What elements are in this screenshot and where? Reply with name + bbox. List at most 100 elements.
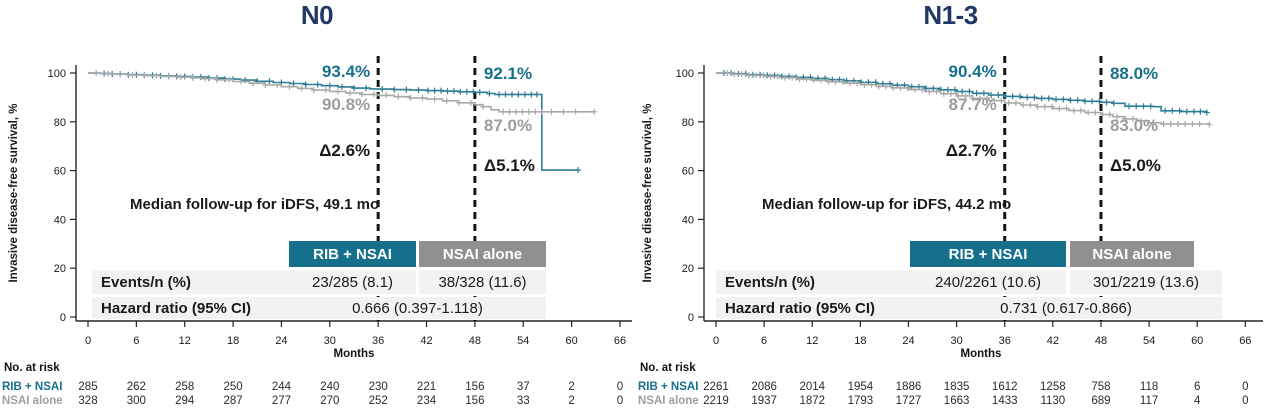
- censor-mark: [1160, 121, 1167, 127]
- censor-mark: [745, 72, 752, 79]
- censor-mark: [868, 81, 875, 88]
- censor-mark: [455, 99, 462, 106]
- at-risk-value: 234: [417, 395, 437, 407]
- censor-mark: [486, 90, 493, 97]
- at-risk-value: 689: [1091, 395, 1110, 407]
- panel-title-n0: N0: [300, 0, 334, 30]
- censor-mark: [1070, 107, 1077, 114]
- censor-mark: [789, 74, 796, 81]
- censor-mark: [1147, 103, 1154, 110]
- delta-48mo: Δ5.0%: [1110, 156, 1161, 175]
- censor-mark: [1085, 109, 1092, 116]
- censor-mark: [1169, 107, 1176, 114]
- censor-mark: [515, 91, 522, 98]
- at-risk-value: 221: [417, 381, 436, 393]
- at-risk-arm-rib-nsai: RIB + NSAI: [2, 381, 63, 393]
- at-risk-value: 294: [175, 395, 195, 407]
- censor-mark: [1089, 98, 1096, 105]
- censor-mark: [1092, 109, 1099, 116]
- at-risk-value: 117: [1140, 395, 1158, 407]
- at-risk-value: 2086: [751, 381, 777, 393]
- at-risk-value: 230: [369, 381, 388, 393]
- y-tick-label: 80: [682, 117, 694, 129]
- censor-mark: [1182, 121, 1189, 127]
- y-tick-label: 100: [676, 68, 694, 80]
- censor-mark: [774, 73, 781, 80]
- y-tick-label: 20: [682, 263, 694, 275]
- rate-48mo-rib-nsai: 92.1%: [484, 64, 532, 83]
- censor-mark: [165, 73, 172, 80]
- hazard-ratio-value: 0.666 (0.397-1.118): [289, 297, 546, 319]
- rate-36mo-rib-nsai: 90.4%: [949, 62, 997, 81]
- censor-mark: [940, 90, 947, 97]
- censor-mark: [274, 82, 281, 88]
- censor-mark: [250, 80, 257, 87]
- censor-mark: [457, 88, 464, 95]
- censor-mark: [431, 87, 438, 94]
- censor-mark: [302, 81, 309, 88]
- censor-mark: [973, 90, 980, 97]
- x-tick-label: 36: [372, 335, 384, 347]
- censor-mark: [1162, 107, 1169, 114]
- censor-mark: [290, 80, 297, 87]
- rate-48mo-rib-nsai: 88.0%: [1110, 64, 1158, 83]
- x-tick-label: 18: [854, 335, 866, 347]
- at-risk-value: 1835: [944, 381, 970, 393]
- censor-mark: [1024, 94, 1031, 101]
- x-tick-label: 66: [614, 335, 626, 347]
- censor-mark: [1138, 117, 1145, 124]
- at-risk-value: 2261: [703, 381, 729, 393]
- x-tick-label: 60: [1191, 335, 1203, 347]
- y-tick-label: 60: [54, 166, 66, 178]
- censor-mark: [933, 88, 940, 95]
- at-risk-value: 258: [175, 381, 194, 393]
- censor-mark: [419, 94, 426, 101]
- censor-mark: [962, 92, 969, 99]
- censor-mark: [1191, 108, 1197, 115]
- censor-mark: [966, 88, 973, 95]
- table-header-rib-nsai: RIB + NSAI: [289, 241, 416, 267]
- y-tick-label: 0: [60, 312, 66, 324]
- at-risk-value: 287: [223, 395, 242, 407]
- rate-48mo-nsai-alone: 87.0%: [484, 116, 532, 135]
- censor-mark: [479, 103, 486, 110]
- censor-mark: [1126, 103, 1132, 110]
- censor-mark: [969, 95, 976, 102]
- at-risk-arm-nsai-alone: NSAI alone: [638, 395, 699, 407]
- censor-mark: [832, 78, 839, 85]
- censor-mark: [1031, 94, 1038, 101]
- censor-mark: [1081, 98, 1088, 105]
- censor-mark: [450, 88, 457, 95]
- censor-mark: [890, 84, 897, 91]
- censor-mark: [1027, 102, 1034, 108]
- censor-mark: [988, 92, 995, 98]
- censor-mark: [1103, 99, 1110, 106]
- censor-mark: [976, 95, 983, 102]
- censor-mark: [338, 83, 345, 90]
- censor-mark: [262, 82, 269, 88]
- censor-mark: [226, 76, 233, 83]
- censor-mark: [796, 76, 803, 83]
- censor-mark: [915, 83, 922, 90]
- censor-mark: [818, 77, 825, 84]
- x-tick-label: 0: [713, 335, 719, 347]
- censor-mark: [407, 94, 414, 101]
- censor-mark: [371, 91, 378, 98]
- at-risk-value: 0: [1242, 381, 1248, 393]
- x-tick-label: 30: [324, 335, 336, 347]
- censor-mark: [825, 78, 832, 85]
- censor-mark: [105, 70, 112, 77]
- censor-mark: [1106, 111, 1113, 118]
- censor-mark: [425, 87, 432, 94]
- censor-mark: [496, 91, 503, 98]
- censor-mark: [500, 108, 507, 115]
- censor-mark: [1002, 93, 1009, 100]
- events-value-rib-nsai: 240/2261 (10.6): [910, 270, 1066, 294]
- censor-mark: [363, 85, 370, 92]
- x-tick-label: 6: [133, 335, 139, 347]
- at-risk-value: 156: [465, 395, 484, 407]
- censor-mark: [875, 83, 882, 90]
- censor-mark: [1020, 102, 1027, 108]
- censor-mark: [591, 108, 598, 115]
